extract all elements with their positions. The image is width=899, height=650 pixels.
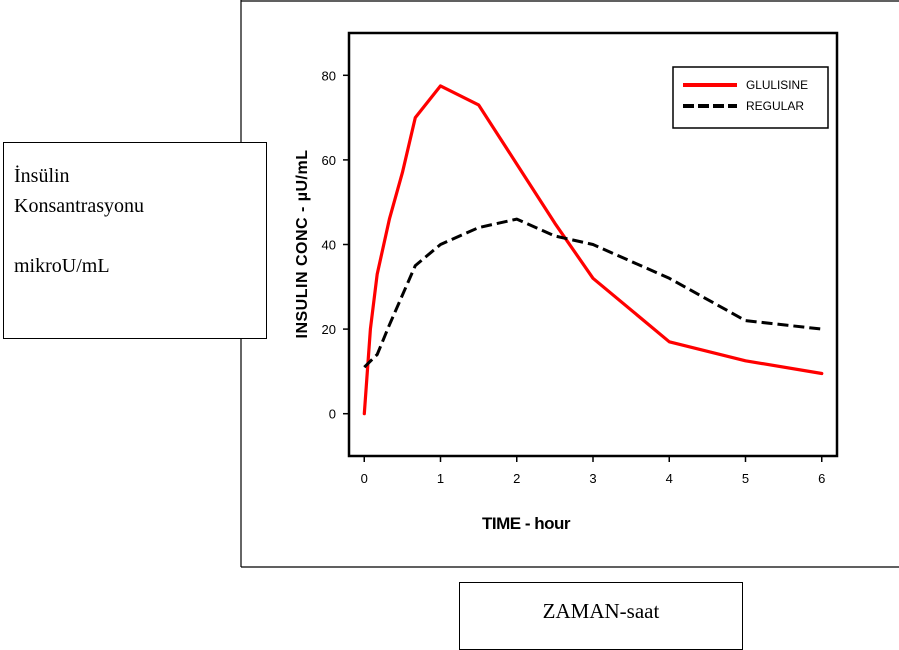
legend-label-glulisine: GLULISINE <box>746 78 808 92</box>
series-line-glulisine <box>362 84 824 416</box>
y-axis-title: INSULIN CONC - µU/mL <box>294 150 311 339</box>
callout-time-label: ZAMAN-saat <box>542 599 660 623</box>
x-axis-title: TIME - hour <box>482 514 571 533</box>
x-axis-translation-callout: ZAMAN-saat <box>459 582 743 650</box>
callout-line-insulin: İnsülin <box>14 165 70 187</box>
y-tick-label: 60 <box>322 153 336 168</box>
x-tick-label: 1 <box>437 471 444 486</box>
y-tick-label: 40 <box>322 238 336 253</box>
legend-label-regular: REGULAR <box>746 99 804 113</box>
x-tick-label: 3 <box>589 471 596 486</box>
x-tick-label: 0 <box>361 471 368 486</box>
y-tick-label: 20 <box>322 322 336 337</box>
callout-line-unit: mikroU/mL <box>14 255 110 277</box>
series-layer <box>362 84 824 416</box>
legend: GLULISINE REGULAR <box>672 66 829 129</box>
x-tick-label: 4 <box>666 471 673 486</box>
x-axis: 0 1 2 3 4 5 6 <box>361 456 825 486</box>
x-tick-label: 5 <box>742 471 749 486</box>
callout-line-concentration: Konsantrasyonu <box>14 195 144 217</box>
y-axis-translation-callout: İnsülin Konsantrasyonu mikroU/mL <box>3 142 267 339</box>
y-tick-label: 80 <box>322 68 336 83</box>
legend-box <box>672 66 829 129</box>
series-line-regular <box>363 217 822 369</box>
x-tick-label: 2 <box>513 471 520 486</box>
chart-figure: 0 20 40 60 80 0 1 2 3 4 5 6 GLULISINE REGULAR TIME… <box>240 0 899 568</box>
y-axis: 0 20 40 60 80 <box>322 68 349 422</box>
y-tick-label: 0 <box>329 407 336 422</box>
x-tick-label: 6 <box>818 471 825 486</box>
